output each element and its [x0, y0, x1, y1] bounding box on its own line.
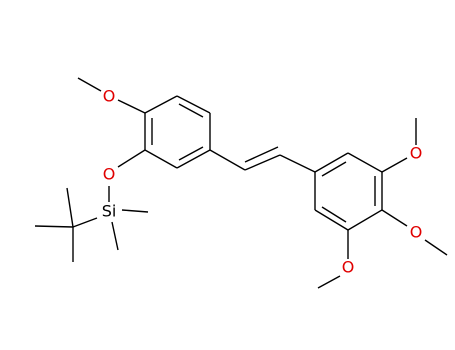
- bonds: [34, 77, 448, 289]
- atom-label: O: [410, 223, 423, 242]
- atom-label: O: [103, 87, 116, 106]
- atom-label: O: [342, 258, 355, 277]
- atom-label: Si: [102, 202, 117, 221]
- atom-label: O: [410, 144, 423, 163]
- atom-label: O: [103, 165, 116, 184]
- atom-labels: O O Si O O O: [102, 87, 423, 277]
